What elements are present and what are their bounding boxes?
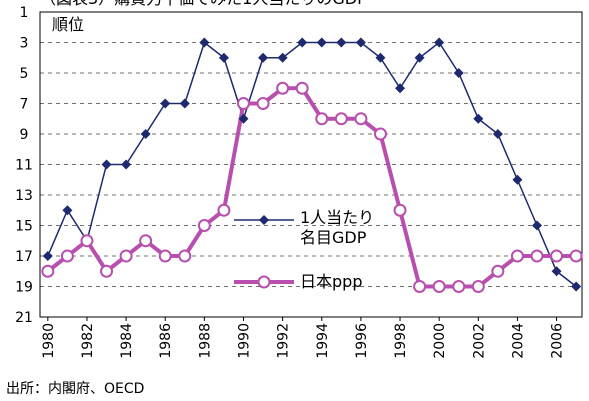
y-tick-label: 11: [15, 158, 33, 174]
y-tick-label: 3: [20, 36, 29, 52]
diamond-marker: [531, 220, 542, 231]
x-tick-label: 1990: [236, 323, 252, 359]
y-tick-label: 15: [15, 219, 33, 235]
x-tick-label: 1998: [393, 323, 409, 359]
y-tick-label: 17: [15, 249, 33, 265]
circle-marker: [452, 280, 466, 293]
diamond-marker: [62, 205, 73, 216]
diamond-marker: [42, 251, 53, 261]
diamond-marker: [121, 159, 132, 170]
legend-symbols: [234, 215, 294, 289]
legend-marker: [259, 215, 269, 225]
diamond-marker: [434, 37, 445, 48]
source: 出所：内閣府、OECD: [6, 381, 145, 397]
legend-marker: [257, 275, 271, 289]
series-line: [47, 41, 577, 288]
diamond-marker: [395, 83, 406, 94]
circle-marker: [119, 249, 133, 263]
x-tick-label: 2004: [510, 323, 526, 359]
circle-marker: [80, 234, 94, 248]
plot-frame: [39, 11, 583, 318]
diamond-marker: [336, 37, 347, 48]
circle-marker: [491, 264, 505, 278]
y-tick-label: 13: [15, 188, 33, 204]
x-tick-label: 1994: [315, 323, 331, 359]
circle-marker: [413, 280, 427, 293]
circle-marker: [569, 249, 583, 263]
legend-label: 日本ppp: [300, 272, 363, 291]
circle-marker: [550, 249, 564, 263]
y-axis-label: 順位: [52, 15, 84, 34]
x-tick-label: 1986: [158, 323, 174, 359]
circle-marker: [295, 81, 309, 95]
diamond-marker: [199, 37, 210, 48]
diamond-marker: [101, 159, 112, 170]
diamond-marker: [297, 37, 308, 48]
circle-marker: [373, 127, 387, 141]
diamond-marker: [375, 52, 386, 63]
diamond-marker: [355, 37, 366, 48]
diamond-marker: [551, 266, 562, 277]
y-tick-label: 7: [20, 97, 29, 113]
diamond-marker: [414, 52, 425, 63]
circle-marker: [510, 249, 524, 263]
diamond-marker: [160, 98, 171, 109]
diamond-marker: [492, 129, 503, 139]
diamond-marker: [258, 52, 269, 63]
circle-marker: [41, 264, 55, 278]
x-tick-label: 1996: [354, 323, 370, 359]
circle-marker: [217, 203, 231, 217]
x-tick-label: 2006: [550, 323, 566, 359]
x-tick-label: 1988: [197, 323, 213, 359]
diamond-marker: [140, 129, 151, 139]
diamond-marker: [473, 113, 484, 124]
legend-label: 1人当たり名目GDP: [300, 208, 375, 247]
circle-marker: [393, 203, 407, 217]
x-tick-label: 1992: [276, 323, 292, 359]
circle-marker: [315, 112, 329, 126]
diamond-marker: [238, 113, 249, 124]
circle-marker: [197, 219, 211, 232]
chart-title: （図表3）購買力平価でみた1人当たりのGDP: [40, 0, 367, 8]
circle-marker: [530, 249, 544, 263]
y-tick-label: 1: [20, 5, 29, 21]
series-line: [46, 86, 577, 289]
x-tick-label: 1984: [119, 323, 135, 359]
circle-marker: [178, 249, 192, 263]
circle-marker: [471, 280, 485, 293]
circle-marker: [432, 280, 446, 293]
y-tick-label: 19: [15, 280, 33, 296]
diamond-marker: [179, 98, 190, 109]
circle-marker: [139, 234, 153, 248]
y-tick-label: 21: [15, 310, 33, 326]
circle-marker: [276, 81, 290, 95]
diamond-marker: [316, 37, 327, 48]
diamond-marker: [277, 52, 288, 63]
diamond-marker: [512, 174, 523, 185]
circle-marker: [256, 97, 270, 110]
circle-marker: [100, 264, 114, 278]
y-tick-label: 9: [20, 127, 29, 143]
diamond-marker: [453, 68, 464, 78]
x-tick-label: 2000: [432, 323, 448, 359]
circle-marker: [354, 112, 368, 126]
x-tick-label: 2002: [471, 323, 487, 359]
y-tick-label: 5: [20, 66, 29, 82]
diamond-marker: [218, 52, 229, 63]
circle-marker: [158, 249, 172, 263]
circle-marker: [236, 97, 250, 110]
circle-marker: [60, 249, 74, 263]
x-tick-label: 1980: [41, 323, 57, 359]
circle-marker: [334, 112, 348, 126]
diamond-marker: [571, 281, 582, 292]
x-tick-label: 1982: [80, 323, 96, 359]
